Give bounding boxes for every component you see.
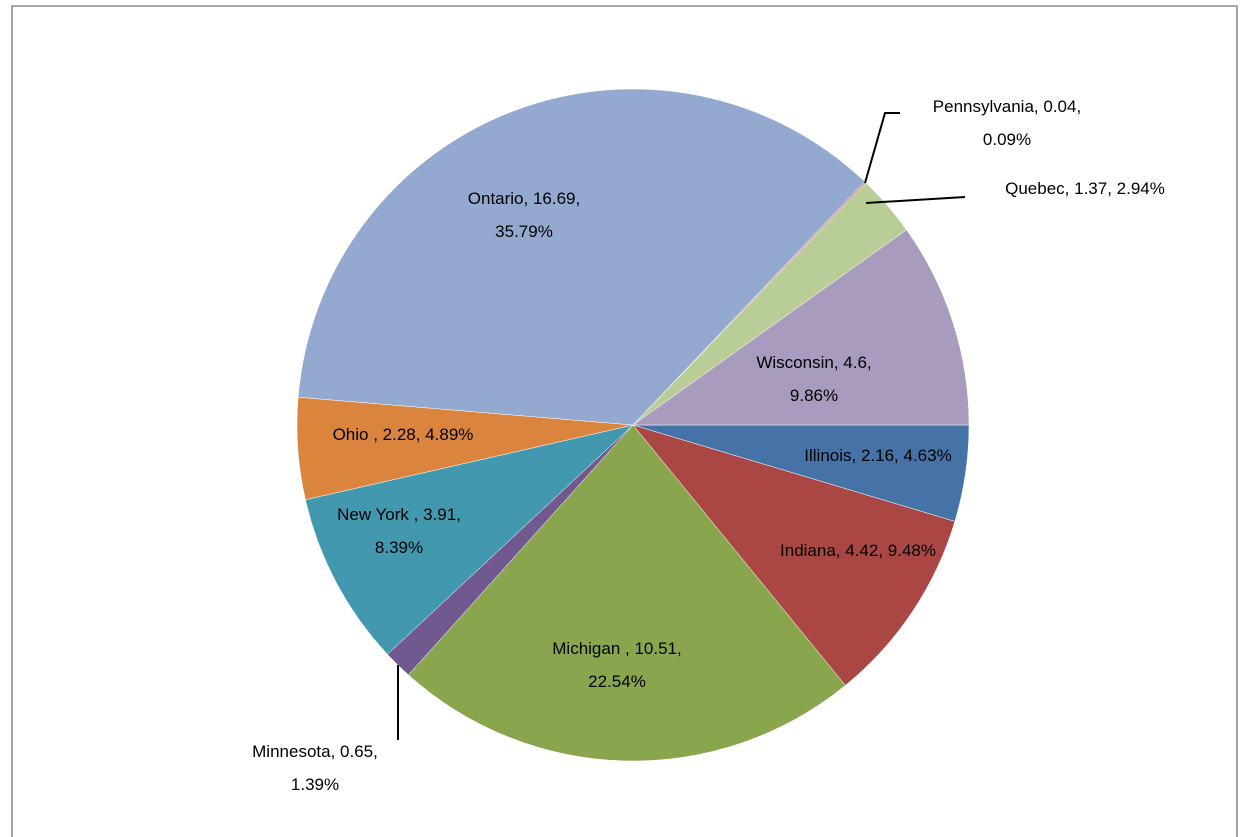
leader-line [865,196,966,204]
data-labels: Illinois, 2.16, 4.63% Indiana, 4.42, 9.48… [252,97,1165,794]
leader-lines [397,112,966,740]
data-label: Illinois, 2.16, 4.63% [804,446,951,465]
data-label: New York , 3.91, 8.39% [337,505,461,557]
data-label: Michigan , 10.51, 22.54% [552,639,681,691]
data-label: Pennsylvania, 0.04, 0.09% [933,97,1081,149]
data-label: Ohio , 2.28, 4.89% [333,425,474,444]
data-label: Wisconsin, 4.6, 9.86% [756,353,871,405]
pie-slice [408,424,846,762]
pie-slice [305,424,634,655]
data-label: Minnesota, 0.65, 1.39% [252,742,378,794]
pie-slice [297,88,866,426]
leader-line [864,112,900,184]
data-label: Quebec, 1.37, 2.94% [1005,179,1165,198]
pie-slice [632,229,970,426]
data-label: Indiana, 4.42, 9.48% [780,541,936,560]
pie-slice [632,424,956,686]
pie [296,88,970,762]
data-label: Ontario, 16.69, 35.79% [468,189,580,241]
